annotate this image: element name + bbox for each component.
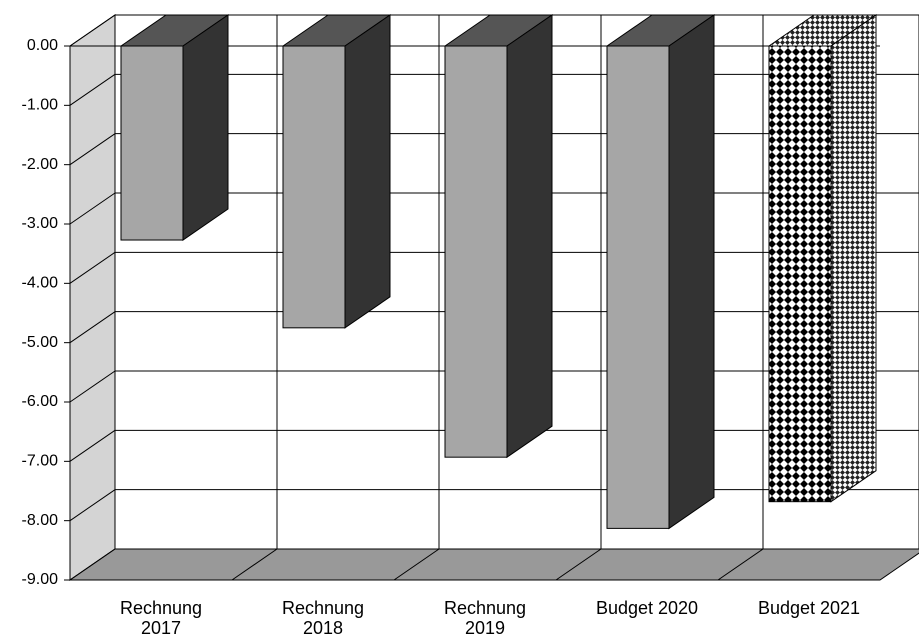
floor-divider — [231, 548, 278, 581]
bar-side — [344, 14, 391, 329]
floor — [68, 548, 919, 581]
y-tick-label: -8.00 — [22, 512, 59, 529]
x-tick-label: Rechnung 2017 — [119, 598, 203, 638]
grid-diagonal — [69, 548, 116, 581]
x-tick-label: Budget 2021 — [757, 598, 861, 618]
y-tick-label: -2.00 — [22, 156, 59, 173]
bar — [605, 14, 716, 530]
x-tick-label: Rechnung 2018 — [281, 598, 365, 638]
bar-front — [120, 45, 184, 241]
x-tick-label: Budget 2020 — [595, 598, 699, 618]
grid-diagonal — [69, 73, 116, 106]
x-tick-label: Rechnung 2019 — [443, 598, 527, 638]
grid-diagonal — [69, 370, 116, 403]
y-tick-label: -6.00 — [22, 393, 59, 410]
grid-diagonal — [69, 251, 116, 284]
bar-front — [282, 45, 346, 329]
bar — [767, 14, 878, 503]
grid-diagonal — [69, 133, 116, 166]
bar-side — [668, 14, 715, 530]
bar — [443, 14, 554, 459]
bar-front — [606, 45, 670, 529]
left-wall — [69, 14, 116, 581]
bar — [119, 14, 230, 241]
y-tick-label: -1.00 — [22, 97, 59, 114]
bar-side — [182, 14, 229, 241]
bar — [281, 14, 392, 329]
floor-divider — [555, 548, 602, 581]
floor-divider — [393, 548, 440, 581]
y-tick-label: -3.00 — [22, 215, 59, 232]
y-tick-label: 0.00 — [27, 37, 58, 54]
grid-diagonal — [69, 192, 116, 225]
bar-side — [830, 14, 877, 503]
y-tick-label: -9.00 — [22, 571, 59, 588]
grid-diagonal — [69, 489, 116, 522]
bar-side — [506, 14, 553, 459]
y-tick-label: -5.00 — [22, 334, 59, 351]
grid-diagonal — [69, 429, 116, 462]
bar-front — [768, 45, 832, 503]
y-tick-label: -4.00 — [22, 275, 59, 292]
floor-divider — [717, 548, 764, 581]
grid-diagonal — [69, 311, 116, 344]
y-tick-label: -7.00 — [22, 453, 59, 470]
grid-diagonal — [69, 14, 116, 47]
bar-front — [444, 45, 508, 458]
